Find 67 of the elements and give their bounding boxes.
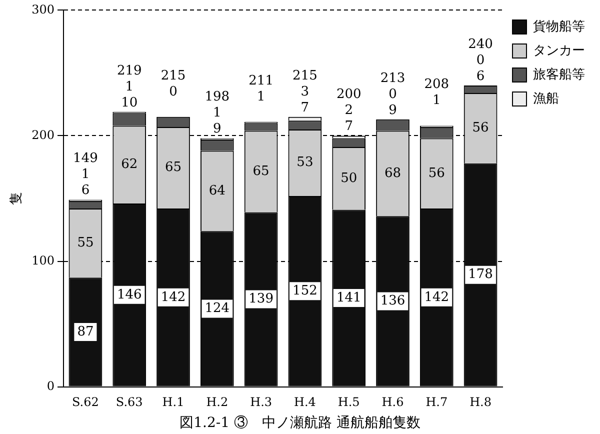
- data-label: 1: [432, 93, 441, 108]
- total-label: 198: [204, 90, 230, 105]
- total-label: 215: [160, 68, 186, 84]
- data-label: 2: [344, 103, 353, 118]
- data-label: 6: [81, 183, 90, 198]
- legend-label: 旅客船等: [533, 66, 585, 82]
- y-tick-label: 0: [46, 378, 55, 393]
- data-label: 9: [213, 122, 222, 137]
- y-tick-label: 200: [32, 128, 55, 142]
- data-label: 10: [121, 95, 138, 110]
- data-label: 139: [248, 292, 274, 307]
- data-label: 0: [388, 86, 397, 102]
- total-label: 149: [73, 151, 98, 166]
- data-label: 142: [424, 290, 450, 305]
- total-label: 215: [292, 68, 318, 84]
- y-axis-title: 隻: [9, 192, 24, 205]
- total-label: 219: [116, 63, 142, 78]
- total-label: 200: [336, 87, 362, 102]
- data-label: 124: [204, 301, 230, 316]
- data-label: 142: [160, 290, 186, 305]
- x-tick-label: H.7: [426, 395, 448, 410]
- data-label: 56: [428, 166, 445, 181]
- total-label: 211: [248, 73, 274, 88]
- data-label: 3: [300, 84, 310, 100]
- x-tick-label: H.5: [338, 395, 360, 410]
- data-label: 64: [208, 183, 226, 198]
- data-label: 1: [213, 106, 222, 121]
- data-label: 146: [116, 287, 142, 302]
- data-label: 68: [384, 166, 402, 181]
- text: 図1.2-1 ③ 中ノ瀬航路 通航船舶隻数: [180, 415, 420, 432]
- data-label: 0: [476, 52, 485, 68]
- legend-label: タンカー: [533, 43, 585, 58]
- x-tick-label: H.1: [162, 395, 184, 410]
- legend-label: 貨物船等: [533, 19, 585, 34]
- x-tick-label: H.6: [382, 395, 404, 410]
- data-label: 55: [77, 235, 94, 250]
- data-label: 141: [336, 290, 362, 306]
- total-label: 213: [380, 70, 406, 86]
- data-label: 65: [164, 160, 182, 176]
- data-label: 50: [340, 170, 358, 186]
- legend-label: 漁船: [533, 91, 559, 106]
- data-label: 152: [292, 284, 318, 299]
- data-label: 136: [380, 294, 406, 309]
- data-label: 56: [472, 120, 489, 136]
- data-label: 0: [169, 84, 178, 100]
- data-label: 62: [121, 156, 138, 172]
- data-label: 7: [300, 100, 310, 116]
- data-label: 87: [77, 324, 94, 340]
- y-tick-label: 100: [32, 253, 55, 268]
- data-label: 53: [296, 155, 314, 170]
- data-label: 1: [125, 79, 134, 94]
- x-tick-label: H.2: [206, 395, 228, 410]
- x-tick-label: H.8: [470, 395, 492, 410]
- total-label: 240: [468, 36, 493, 52]
- data-label: 7: [344, 119, 353, 134]
- x-tick-label: S.62: [72, 395, 99, 410]
- x-tick-label: H.4: [294, 395, 316, 410]
- total-label: 208: [424, 77, 450, 92]
- data-label: 65: [252, 164, 270, 179]
- x-tick-label: S.63: [116, 395, 143, 410]
- x-tick-label: H.3: [250, 395, 272, 410]
- data-label: 9: [388, 102, 397, 118]
- data-label: 1: [256, 89, 266, 104]
- y-tick-label: 300: [32, 2, 55, 16]
- data-label: 1: [81, 167, 90, 182]
- data-label: 178: [468, 267, 493, 282]
- data-label: 6: [476, 68, 485, 84]
